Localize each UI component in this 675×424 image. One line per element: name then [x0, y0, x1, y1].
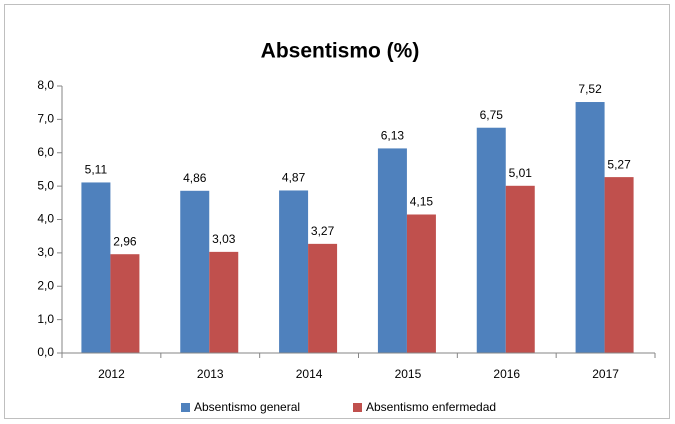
bar — [604, 177, 634, 353]
chart-title: Absentismo (%) — [261, 40, 420, 63]
y-tick-label: 1,0 — [37, 312, 54, 326]
value-label: 5,27 — [607, 157, 631, 171]
bar — [505, 185, 535, 353]
y-tick-label: 7,0 — [37, 112, 54, 126]
y-tick-label: 3,0 — [37, 245, 54, 259]
bar — [406, 214, 436, 353]
bar — [308, 243, 338, 353]
x-tick-label: 2012 — [98, 367, 125, 381]
bar — [476, 127, 506, 353]
bar — [377, 148, 407, 353]
value-label: 4,87 — [282, 171, 306, 185]
x-tick-label: 2017 — [592, 367, 619, 381]
x-tick-label: 2014 — [296, 367, 323, 381]
value-label: 4,15 — [410, 195, 434, 209]
value-label: 3,03 — [212, 232, 236, 246]
value-label: 7,52 — [578, 82, 602, 96]
value-label: 6,75 — [480, 108, 504, 122]
legend-swatch — [353, 403, 362, 412]
legend-label: Absentismo general — [194, 400, 300, 414]
bar — [209, 251, 239, 353]
x-tick-label: 2013 — [197, 367, 224, 381]
value-label: 3,27 — [311, 224, 335, 238]
x-tick-label: 2016 — [493, 367, 520, 381]
bar — [180, 190, 210, 353]
value-label: 2,96 — [113, 234, 137, 248]
value-label: 6,13 — [381, 129, 405, 143]
y-tick-label: 5,0 — [37, 178, 54, 192]
y-tick-label: 0,0 — [37, 345, 54, 359]
bar — [81, 182, 111, 353]
legend-label: Absentismo enfermedad — [366, 400, 496, 414]
legend-swatch — [181, 403, 190, 412]
x-tick-label: 2015 — [395, 367, 422, 381]
y-tick-label: 4,0 — [37, 212, 54, 226]
y-tick-label: 6,0 — [37, 145, 54, 159]
bar — [279, 190, 309, 353]
y-tick-label: 2,0 — [37, 278, 54, 292]
bar — [575, 102, 605, 354]
value-label: 5,11 — [85, 163, 108, 177]
bar — [110, 254, 140, 353]
value-label: 5,01 — [509, 166, 533, 180]
y-tick-label: 8,0 — [37, 78, 54, 92]
value-label: 4,86 — [183, 171, 207, 185]
